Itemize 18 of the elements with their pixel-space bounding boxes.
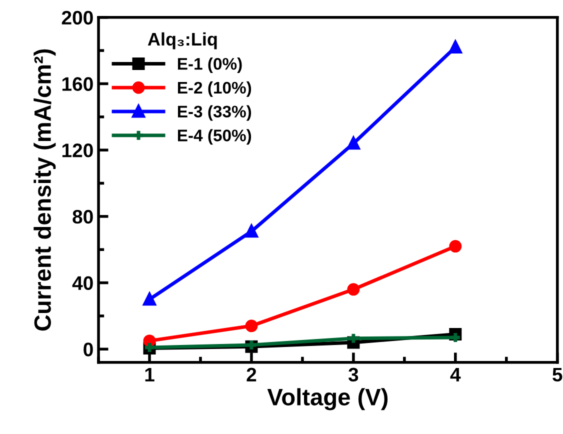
y-tick-label: 200 [62,10,93,25]
y-tick-label: 160 [62,77,93,91]
y-tick-label: 120 [62,144,93,158]
y-tick-label: 40 [72,276,93,290]
y-axis-title: Current density (mA/cm²) [34,49,56,331]
legend-title: Alq₃:Liq [148,32,217,50]
y-tick-label: 0 [84,342,93,356]
x-tick-label: 2 [246,368,256,382]
x-tick-label: 4 [450,368,461,382]
legend-label: E-4 (50%) [178,129,252,145]
x-tick-label: 3 [348,368,358,382]
legend-label: E-1 (0%) [178,58,242,74]
x-tick-label: 1 [145,368,154,382]
y-tick-label: 80 [72,210,93,224]
x-tick-label: 5 [552,368,562,382]
legend-label: E-3 (33%) [178,105,252,121]
legend-label: E-2 (10%) [178,81,252,97]
x-axis-title: Voltage (V) [267,388,388,410]
